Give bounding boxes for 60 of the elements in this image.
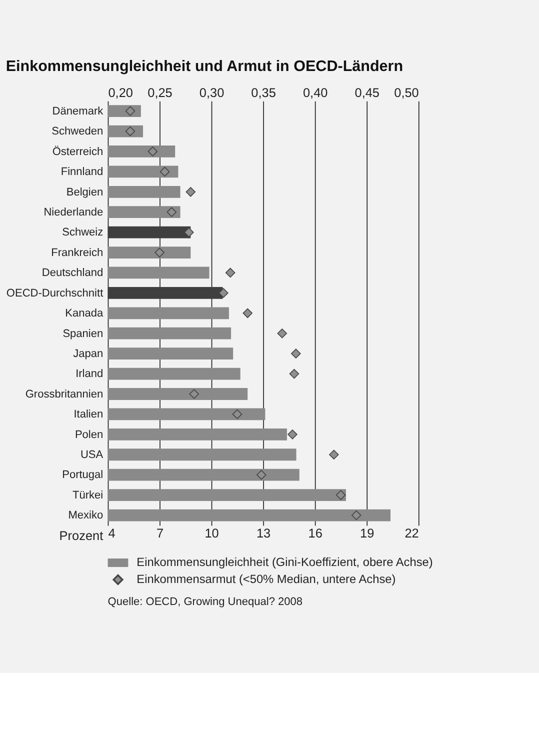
x2-tick-label: 0,25 — [148, 85, 172, 100]
x2-tick-label: 0,50 — [394, 85, 419, 100]
y-tick-label: Grossbritannien — [25, 388, 104, 400]
y-tick-label: Italien — [74, 408, 104, 421]
point — [186, 187, 196, 197]
y-tick-label: OECD-Durchschnitt — [6, 287, 104, 300]
point — [148, 146, 158, 156]
legend-label: Einkommensungleichheit (Gini-Koeffizient, obere Achse) — [136, 555, 433, 570]
point — [225, 268, 236, 278]
y-tick-label: Portugal — [62, 469, 104, 482]
y-tick-label: Österreich — [52, 144, 104, 158]
x2-tick-label: 0,35 — [251, 85, 276, 100]
x2-tick-label: 0,40 — [302, 85, 328, 100]
point — [277, 328, 287, 338]
y-tick-label: Spanien — [62, 328, 104, 340]
point — [289, 368, 300, 379]
y-tick-label: Schweden — [52, 126, 104, 138]
point — [329, 450, 339, 460]
y-tick-label: Polen — [74, 428, 104, 441]
x2-tick-label: 0,30 — [199, 85, 224, 100]
x-tick-label: 22 — [404, 526, 419, 541]
point — [291, 348, 301, 358]
point — [125, 106, 136, 116]
y-tick-label: Japan — [73, 348, 104, 360]
point — [232, 409, 242, 420]
y-tick-label: Mexiko — [68, 510, 104, 522]
point — [218, 288, 228, 298]
x-axis-title: Prozent — [59, 528, 104, 544]
point — [154, 248, 164, 258]
y-tick-label: Dänemark — [52, 105, 104, 118]
point — [351, 510, 362, 520]
legend-label: Einkommensarmut (<50% Median, untere Achse) — [136, 572, 396, 586]
y-tick-label: Kanada — [65, 308, 104, 320]
x2-tick-label: 0,20 — [108, 85, 133, 100]
point — [242, 308, 252, 318]
point — [166, 207, 177, 217]
y-tick-label: Deutschland — [42, 267, 104, 280]
x-tick-label: 4 — [108, 526, 116, 541]
y-tick-label: Frankreich — [51, 246, 104, 259]
x2-tick-label: 0,45 — [354, 85, 380, 100]
point — [184, 227, 194, 238]
point — [189, 389, 199, 399]
point — [336, 490, 346, 500]
point — [288, 430, 298, 440]
y-tick-label: Niederlande — [44, 206, 104, 219]
y-tick-label: Irland — [76, 368, 104, 380]
x-tick-label: 19 — [360, 526, 374, 541]
x-tick-label: 10 — [204, 526, 219, 541]
y-tick-label: Schweiz — [62, 226, 104, 239]
y-tick-label: Türkei — [72, 489, 104, 502]
x-tick-label: 13 — [256, 526, 271, 541]
chart-title: Einkommensungleichheit und Armut in OECD-Ländern — [6, 58, 404, 76]
y-tick-label: USA — [80, 449, 104, 462]
source-note: Quelle: OECD, Growing Unequal? 2008 — [108, 596, 303, 608]
point — [256, 470, 266, 480]
point — [160, 166, 170, 177]
y-tick-label: Belgien — [66, 186, 104, 198]
x-tick-label: 7 — [156, 526, 164, 541]
y-tick-label: Finnland — [60, 166, 104, 178]
x-tick-label: 16 — [308, 526, 322, 541]
